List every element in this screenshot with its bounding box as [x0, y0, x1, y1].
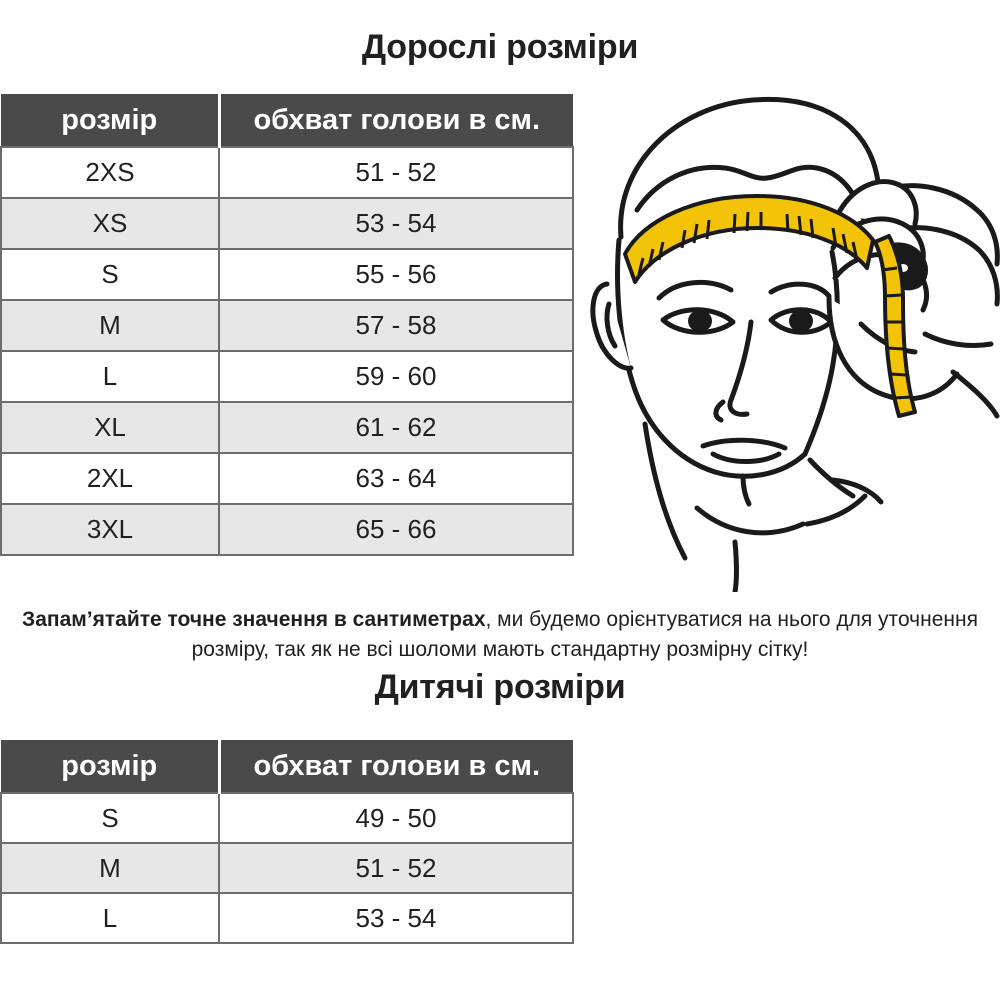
- ear-inner-line: [604, 301, 618, 349]
- tape-ticks-tail: [881, 266, 912, 400]
- kids-table-body: S 49 - 50 M 51 - 52 L 53 - 54: [0, 792, 574, 944]
- ear-outline: [590, 281, 634, 371]
- table-row: 3XL 65 - 66: [0, 503, 574, 556]
- adult-table-body: 2XS 51 - 52 XS 53 - 54 S 55 - 56 M 57 - …: [0, 146, 574, 556]
- right-pupil: [789, 310, 813, 332]
- cell-circumference: 55 - 56: [218, 248, 574, 301]
- column-header-circumference: обхват голови в см.: [219, 740, 573, 793]
- adult-table-head: розмір обхват голови в см.: [1, 94, 573, 147]
- collar-left: [694, 505, 806, 536]
- cell-circumference: 53 - 54: [218, 197, 574, 250]
- head-outline-group: [590, 96, 1000, 592]
- table-header-row: розмір обхват голови в см.: [1, 94, 573, 147]
- sleeve-cuff: [922, 331, 994, 349]
- table-row: L 59 - 60: [0, 350, 574, 403]
- face-right-edge: [802, 249, 840, 457]
- cell-size: S: [0, 792, 220, 844]
- cell-size: XS: [0, 197, 220, 250]
- cell-size: M: [0, 842, 220, 894]
- adult-size-table: розмір обхват голови в см. 2XS 51 - 52 X…: [0, 94, 574, 556]
- table-row: M 51 - 52: [0, 842, 574, 894]
- tape-hanging-tail: [873, 234, 917, 418]
- cell-circumference: 53 - 54: [218, 892, 574, 944]
- cell-circumference: 65 - 66: [218, 503, 574, 556]
- tape-ticks-head: [637, 212, 859, 275]
- finger-index: [834, 179, 919, 227]
- cell-size: 2XL: [0, 452, 220, 505]
- cell-size: XL: [0, 401, 220, 454]
- neck-right: [807, 457, 856, 499]
- cell-circumference: 63 - 64: [218, 452, 574, 505]
- table-row: S 55 - 56: [0, 248, 574, 301]
- measurement-note: Запам’ятайте точне значення в сантиметра…: [16, 605, 984, 665]
- note-bold-text: Запам’ятайте точне значення в сантиметра…: [22, 608, 486, 631]
- shirt-placket: [732, 539, 739, 592]
- illustration-svg: [590, 96, 1000, 592]
- table-row: S 49 - 50: [0, 792, 574, 844]
- note-regular-text: , ми будемо орієнтуватися на нього для у…: [191, 608, 978, 661]
- kids-table-head: розмір обхват голови в см.: [1, 740, 573, 793]
- cell-size: M: [0, 299, 220, 352]
- table-row: 2XL 63 - 64: [0, 452, 574, 505]
- cell-size: L: [0, 350, 220, 403]
- cell-circumference: 61 - 62: [218, 401, 574, 454]
- table-row: XL 61 - 62: [0, 401, 574, 454]
- kids-section-title: Дитячі розміри: [374, 668, 626, 706]
- cell-size: 2XS: [0, 146, 220, 199]
- right-eyebrow: [768, 281, 832, 299]
- tape-band-around-head: [623, 194, 875, 284]
- collar-right: [804, 493, 868, 527]
- neck-left: [642, 421, 688, 561]
- cell-circumference: 51 - 52: [218, 842, 574, 894]
- shoulder-line: [830, 477, 884, 505]
- column-header-size: розмір: [1, 94, 221, 147]
- table-row: L 53 - 54: [0, 892, 574, 944]
- lower-lip: [710, 451, 782, 464]
- tape-major-ticks-head: [647, 211, 849, 268]
- nose-left-nostril: [713, 399, 726, 423]
- nose-bridge: [727, 319, 754, 417]
- cell-size: S: [0, 248, 220, 301]
- mouth-line: [700, 437, 788, 451]
- cell-circumference: 59 - 60: [218, 350, 574, 403]
- man-measuring-head-illustration: [585, 72, 1000, 592]
- chin-crease: [740, 473, 752, 507]
- sleeve-edge: [950, 369, 1000, 419]
- left-eyebrow: [656, 279, 734, 301]
- table-row: 2XS 51 - 52: [0, 146, 574, 199]
- kids-size-table: розмір обхват голови в см. S 49 - 50 M 5…: [0, 740, 574, 944]
- cell-circumference: 49 - 50: [218, 792, 574, 844]
- table-header-row: розмір обхват голови в см.: [1, 740, 573, 793]
- column-header-size: розмір: [1, 740, 221, 793]
- adult-section-title: Дорослі розміри: [361, 28, 639, 66]
- table-row: M 57 - 58: [0, 299, 574, 352]
- cell-circumference: 57 - 58: [218, 299, 574, 352]
- table-row: XS 53 - 54: [0, 197, 574, 250]
- column-header-circumference: обхват голови в см.: [219, 94, 573, 147]
- hairline: [634, 164, 866, 221]
- cell-circumference: 51 - 52: [218, 146, 574, 199]
- cell-size: L: [0, 892, 220, 944]
- cell-size: 3XL: [0, 503, 220, 556]
- left-pupil: [688, 310, 712, 332]
- jaw-outline: [615, 237, 808, 479]
- tape-measure-group: [623, 194, 917, 418]
